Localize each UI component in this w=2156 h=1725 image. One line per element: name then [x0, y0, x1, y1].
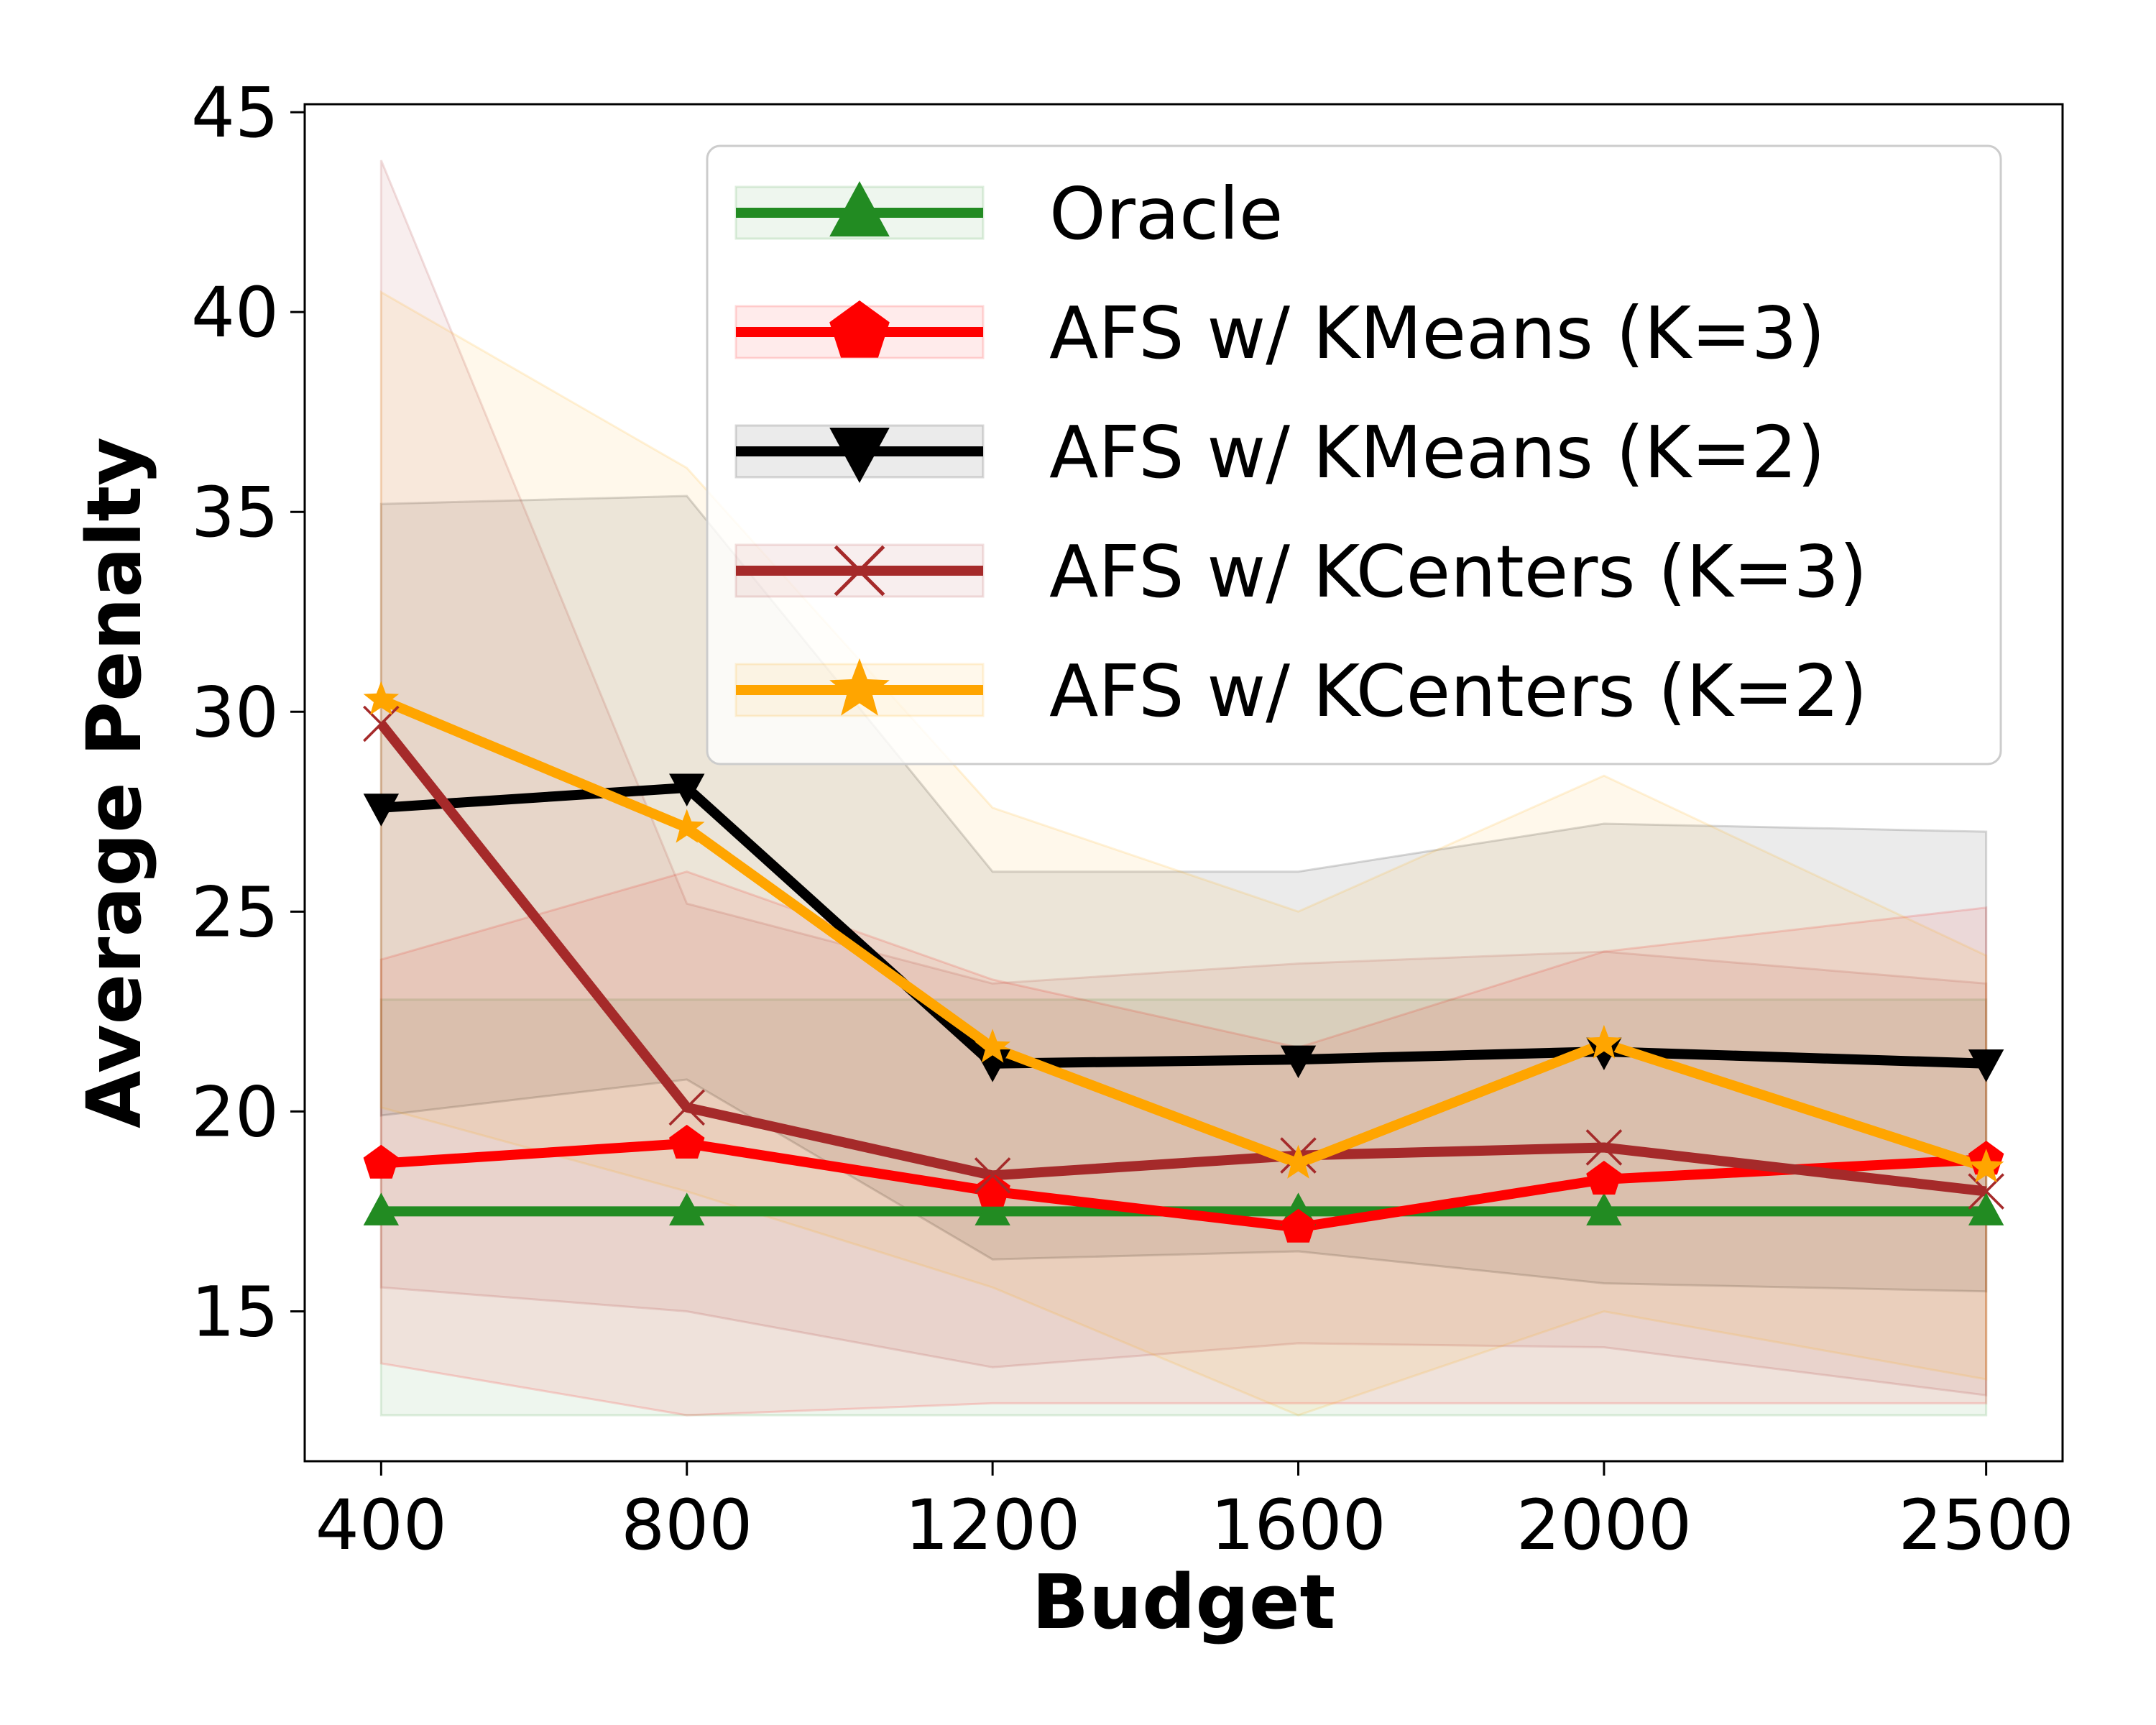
legend-label-oracle: Oracle — [1049, 172, 1283, 256]
y-tick-label-40: 40 — [191, 272, 279, 353]
point-afs-w-kcenters-k-3-2000 — [1585, 1129, 1623, 1166]
point-oracle-400 — [363, 1192, 400, 1225]
legend-box — [706, 144, 2002, 765]
line-afs-w-kcenters-k-2 — [379, 695, 1988, 1172]
point-afs-w-kcenters-k-3-2500 — [1968, 1173, 2004, 1210]
point-afs-w-kcenters-k-2-2500 — [1968, 1149, 2004, 1183]
x-axis-title: Budget — [1032, 1558, 1335, 1646]
point-oracle-2000 — [1586, 1192, 1622, 1225]
point-oracle-800 — [669, 1192, 705, 1225]
point-afs-w-kcenters-k-2-400 — [363, 681, 400, 715]
x-axis: 400 800 1200 1600 2000 2500 — [315, 1461, 2074, 1565]
x-tick-label-2000: 2000 — [1516, 1485, 1692, 1565]
band-afs-w-kmeans-k-3 — [379, 870, 1988, 1417]
y-axis-title: Average Penalty — [70, 437, 158, 1128]
point-afs-w-kmeans-k-2-800 — [669, 773, 705, 806]
legend-label-afs-w-kcenters-k-2: AFS w/ KCenters (K=2) — [1049, 649, 1867, 733]
point-afs-w-kcenters-k-2-2000 — [1586, 1024, 1622, 1059]
point-afs-w-kmeans-k-2-1600 — [1280, 1045, 1317, 1079]
point-afs-w-kmeans-k-3-2000 — [1586, 1160, 1622, 1195]
point-afs-w-kmeans-k-2-2000 — [1586, 1037, 1622, 1070]
x-tick-label-2500: 2500 — [1898, 1485, 2073, 1565]
y-tick-label-35: 35 — [191, 472, 279, 553]
point-afs-w-kcenters-k-3-1200 — [974, 1157, 1011, 1194]
legend-label-afs-w-kcenters-k-3: AFS w/ KCenters (K=3) — [1049, 530, 1867, 614]
legend-label-afs-w-kmeans-k-2: AFS w/ KMeans (K=2) — [1049, 410, 1825, 494]
y-tick-label-15: 15 — [191, 1271, 279, 1352]
point-afs-w-kmeans-k-3-1200 — [975, 1172, 1010, 1207]
band-afs-w-kcenters-k-2 — [379, 290, 1988, 1417]
point-oracle-2500 — [1968, 1192, 2004, 1225]
x-tick-label-1200: 1200 — [905, 1485, 1080, 1565]
line-afs-w-kcenters-k-3 — [377, 720, 1987, 1197]
legend-label-afs-w-kmeans-k-3: AFS w/ KMeans (K=3) — [1049, 291, 1825, 375]
legend-marker-afs-w-kcenters-k-2 — [829, 658, 890, 716]
y-tick-label-20: 20 — [191, 1072, 279, 1152]
legend-marker-afs-w-kmeans-k-3 — [829, 300, 890, 358]
point-afs-w-kcenters-k-2-1600 — [1280, 1144, 1317, 1179]
series-lines — [377, 695, 1988, 1233]
point-afs-w-kcenters-k-3-400 — [363, 705, 400, 742]
point-afs-w-kmeans-k-3-800 — [669, 1124, 705, 1159]
legend: Oracle AFS w/ KMeans (K=3) AFS w/ KMeans (… — [706, 144, 2002, 765]
plot-frame — [303, 103, 2064, 1463]
point-afs-w-kmeans-k-2-400 — [363, 794, 400, 827]
y-tick-label-45: 45 — [191, 73, 279, 153]
band-afs-w-kcenters-k-3 — [379, 160, 1988, 1397]
y-tick-label-30: 30 — [191, 672, 279, 753]
x-tick-label-1600: 1600 — [1210, 1485, 1386, 1565]
y-axis: 15 20 25 30 35 40 45 — [191, 73, 305, 1352]
y-tick-label-25: 25 — [191, 872, 279, 952]
point-oracle-1200 — [975, 1192, 1010, 1225]
line-afs-w-kmeans-k-3 — [380, 1138, 1987, 1233]
legend-marker-afs-w-kmeans-k-2 — [829, 428, 890, 483]
legend-marker-afs-w-kcenters-k-3 — [834, 545, 885, 597]
point-afs-w-kcenters-k-2-800 — [669, 809, 705, 843]
legend-marker-oracle — [829, 181, 890, 236]
point-afs-w-kcenters-k-2-1200 — [975, 1029, 1010, 1063]
x-tick-label-400: 400 — [315, 1485, 447, 1565]
series-markers — [363, 681, 2004, 1243]
x-tick-label-800: 800 — [621, 1485, 752, 1565]
line-afs-w-kmeans-k-2 — [380, 783, 1986, 1069]
point-afs-w-kmeans-k-3-400 — [363, 1144, 400, 1179]
point-afs-w-kmeans-k-3-1600 — [1280, 1208, 1317, 1243]
point-afs-w-kmeans-k-2-2500 — [1968, 1049, 2004, 1082]
point-afs-w-kcenters-k-3-800 — [668, 1089, 706, 1126]
